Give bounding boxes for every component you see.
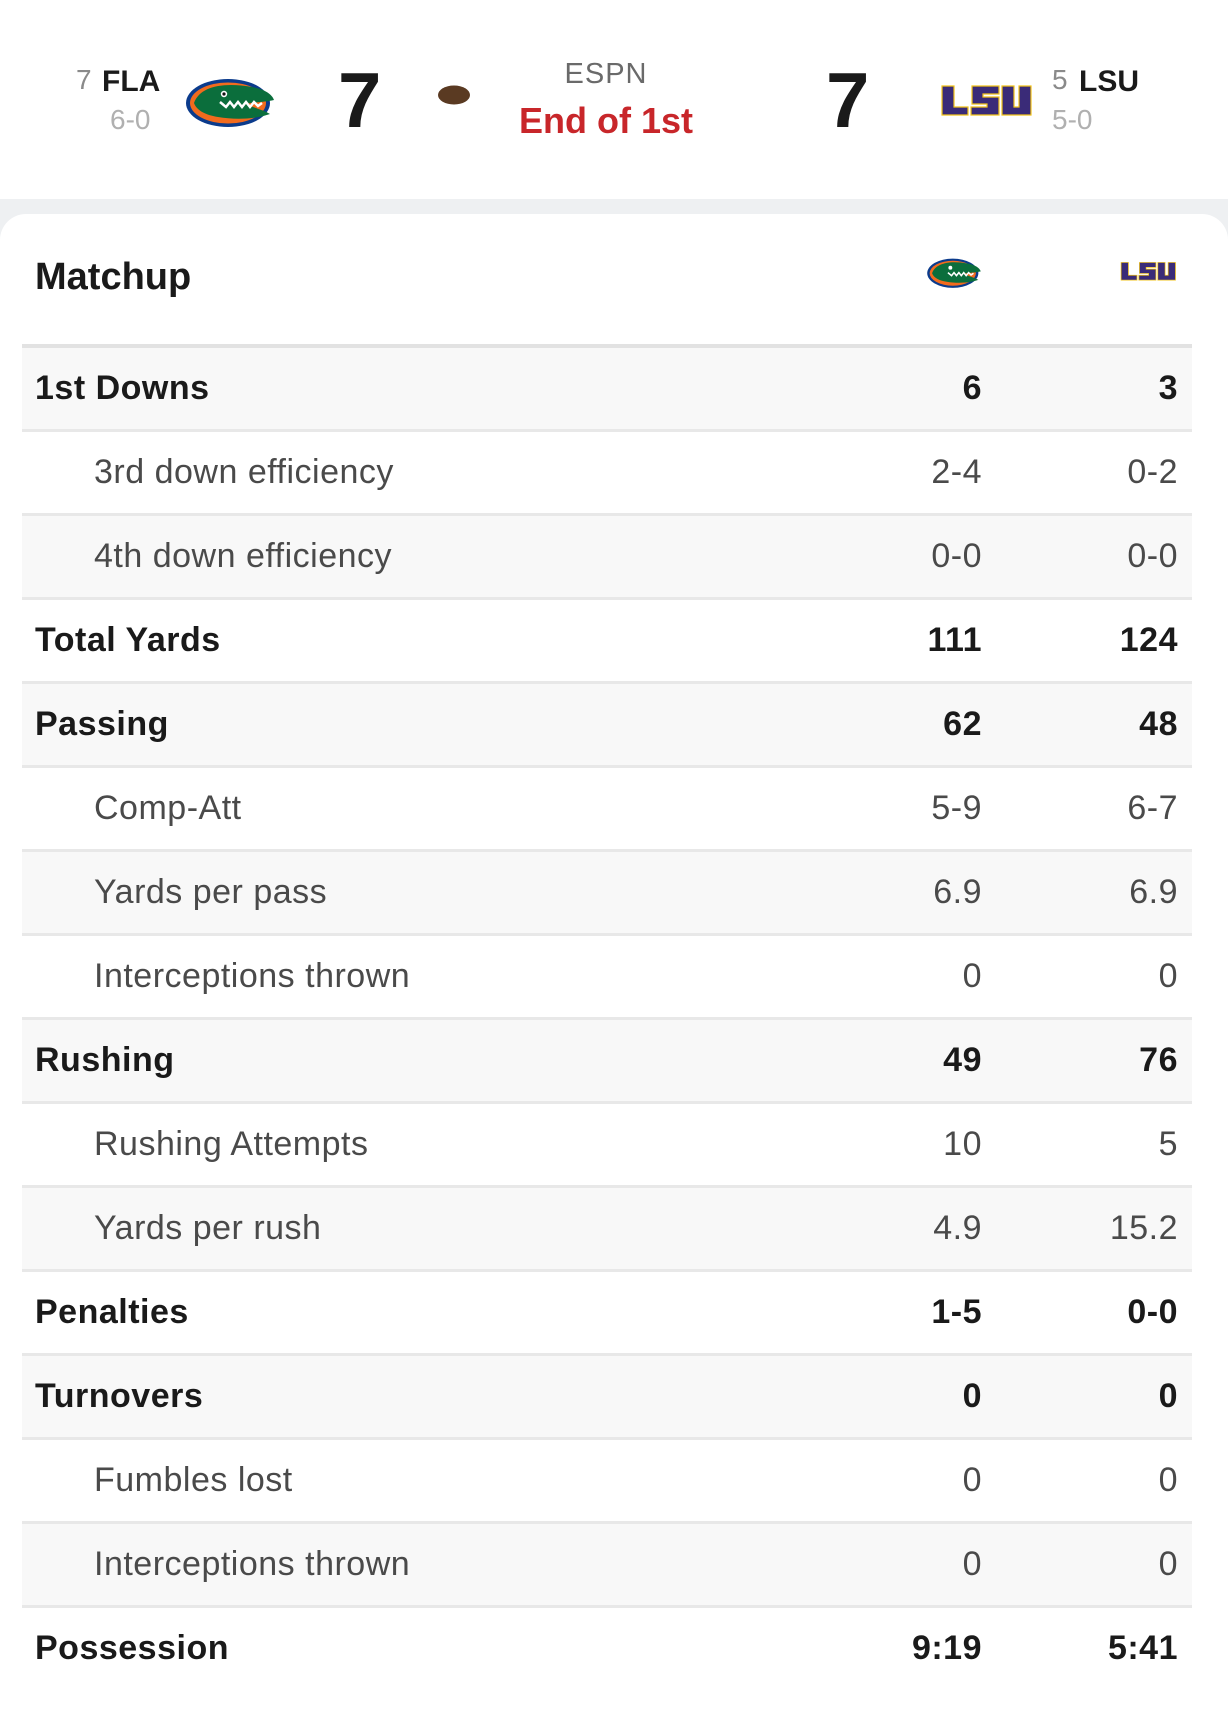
home-team-rank: 5 (1052, 64, 1068, 95)
stat-value-lsu: 0-0 (1127, 537, 1178, 575)
stat-value-fla: 9:19 (911, 1629, 982, 1667)
away-team-record: 6-0 (110, 104, 151, 135)
stat-value-lsu: 3 (1158, 369, 1178, 407)
stat-label: 1st Downs (35, 369, 210, 407)
gator-logo-icon (927, 258, 981, 288)
stat-row: Passing 62 48 (22, 684, 1192, 768)
stat-value-fla: 4.9 (933, 1209, 982, 1247)
stat-value-fla: 2-4 (931, 453, 982, 491)
stat-value-lsu: 0-2 (1127, 453, 1178, 491)
stat-label: Comp-Att (94, 789, 242, 827)
stat-value-fla: 0-0 (931, 537, 982, 575)
stat-value-lsu: 6-7 (1127, 789, 1178, 827)
stat-value-fla: 0 (962, 1545, 982, 1583)
stat-label: Penalties (35, 1293, 189, 1331)
stat-value-lsu: 0 (1158, 1377, 1178, 1415)
stat-row: Penalties 1-5 0-0 (22, 1272, 1192, 1356)
stat-label: Passing (35, 705, 169, 743)
stat-row: Interceptions thrown 0 0 (22, 1524, 1192, 1608)
stat-value-lsu: 124 (1119, 621, 1178, 659)
stat-value-fla: 62 (943, 705, 982, 743)
stat-row: Possession 9:19 5:41 (22, 1608, 1192, 1692)
stat-row: Turnovers 0 0 (22, 1356, 1192, 1440)
stat-label: Rushing (35, 1041, 175, 1079)
gator-logo-icon[interactable] (184, 72, 276, 130)
stat-value-lsu: 15.2 (1109, 1209, 1178, 1247)
stat-value-fla: 10 (943, 1125, 982, 1163)
stat-row: 3rd down efficiency 2-4 0-2 (22, 432, 1192, 516)
tv-network: ESPN (564, 58, 648, 90)
matchup-title: Matchup (35, 256, 192, 298)
stat-label: 4th down efficiency (94, 537, 393, 575)
stat-value-fla: 0 (962, 957, 982, 995)
stats-table: 1st Downs 6 3 3rd down efficiency 2-4 0-2 4th … (22, 344, 1192, 1692)
stat-label: Yards per rush (94, 1209, 322, 1247)
stat-row: Comp-Att 5-9 6-7 (22, 768, 1192, 852)
stat-label: Interceptions thrown (94, 1545, 411, 1583)
stat-row: 4th down efficiency 0-0 0-0 (22, 516, 1192, 600)
stat-label: Possession (35, 1629, 229, 1667)
home-team-abbr[interactable]: LSU (1079, 65, 1139, 98)
away-score: 7 (338, 56, 382, 144)
stat-row: Interceptions thrown 0 0 (22, 936, 1192, 1020)
stat-value-lsu: 0-0 (1127, 1293, 1178, 1331)
stat-label: Interceptions thrown (94, 957, 411, 995)
stat-label: Rushing Attempts (94, 1125, 369, 1163)
stat-label: 3rd down efficiency (94, 453, 394, 491)
stat-value-lsu: 48 (1139, 705, 1178, 743)
stat-row: Rushing Attempts 10 5 (22, 1104, 1192, 1188)
lsu-logo-icon (1120, 262, 1176, 281)
scoreboard-header: 7 FLA 6-0 7 ESPN End of 1st 7 5 LSU 5-0 (0, 0, 1228, 199)
stat-value-lsu: 6.9 (1129, 873, 1178, 911)
stat-value-lsu: 0 (1158, 1545, 1178, 1583)
stat-value-lsu: 0 (1158, 1461, 1178, 1499)
stat-row: Yards per pass 6.9 6.9 (22, 852, 1192, 936)
stat-value-fla: 1-5 (931, 1293, 982, 1331)
stat-row: Fumbles lost 0 0 (22, 1440, 1192, 1524)
lsu-logo-icon[interactable] (939, 82, 1033, 118)
stat-label: Turnovers (35, 1377, 204, 1415)
away-team-rank: 7 (76, 64, 92, 95)
game-status: End of 1st (518, 100, 694, 141)
stat-value-fla: 0 (962, 1377, 982, 1415)
stat-value-lsu: 0 (1158, 957, 1178, 995)
football-icon (438, 85, 470, 105)
home-team-record: 5-0 (1052, 104, 1093, 135)
stat-value-fla: 111 (927, 621, 982, 659)
stat-row: 1st Downs 6 3 (22, 348, 1192, 432)
stat-row: Yards per rush 4.9 15.2 (22, 1188, 1192, 1272)
stat-row: Rushing 49 76 (22, 1020, 1192, 1104)
away-team-abbr[interactable]: FLA (102, 65, 161, 98)
stat-label: Fumbles lost (94, 1461, 293, 1499)
stat-value-lsu: 5:41 (1107, 1629, 1178, 1667)
stat-value-fla: 6 (962, 369, 982, 407)
stat-value-fla: 49 (943, 1041, 982, 1079)
stat-label: Yards per pass (94, 873, 328, 911)
stat-value-fla: 5-9 (931, 789, 982, 827)
stat-label: Total Yards (35, 621, 221, 659)
matchup-card: Matchup 1st Downs 6 3 3rd down efficiency 2-… (0, 214, 1228, 1724)
stat-value-fla: 0 (962, 1461, 982, 1499)
stat-row: Total Yards 111 124 (22, 600, 1192, 684)
stat-value-lsu: 76 (1139, 1041, 1178, 1079)
stat-value-lsu: 5 (1158, 1125, 1178, 1163)
stat-value-fla: 6.9 (933, 873, 982, 911)
home-score: 7 (826, 56, 870, 144)
